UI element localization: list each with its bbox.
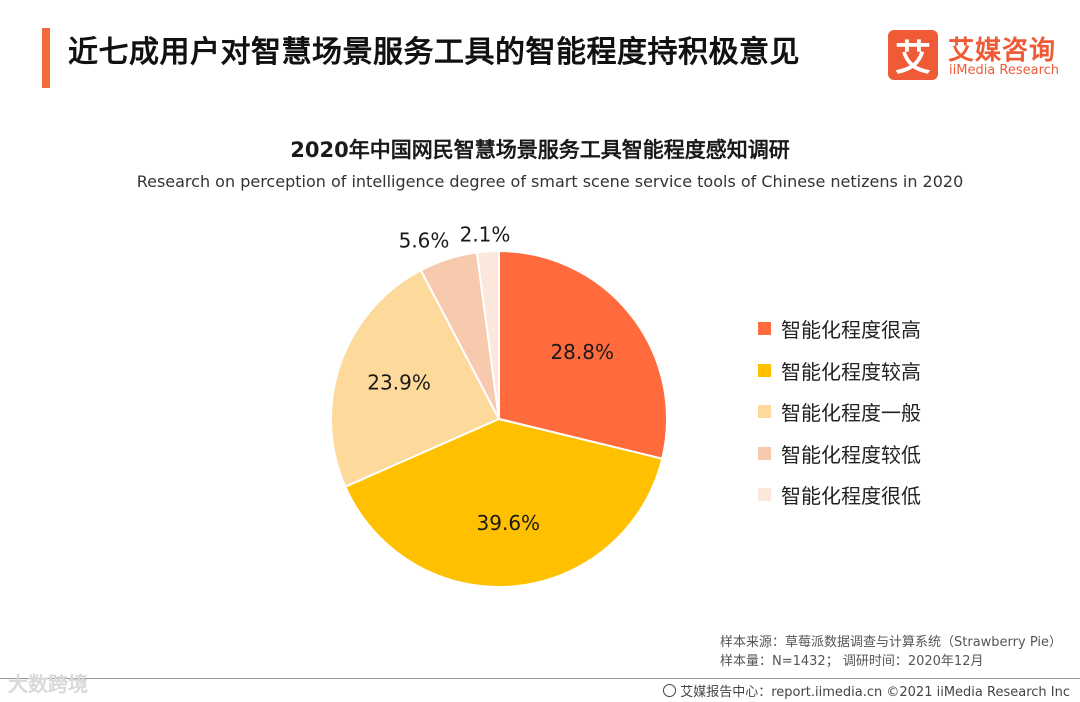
globe-icon <box>663 684 677 697</box>
legend-swatch <box>758 446 771 460</box>
logo-english-name: iiMedia Research <box>949 63 1060 78</box>
legend-item-4: 智能化程度较低 <box>758 433 921 475</box>
legend-label: 智能化程度一般 <box>781 401 921 426</box>
footer: 艾媒报告中心：report.iimedia.cn ©2021 iiMedia R… <box>663 681 1070 700</box>
title-accent-bar <box>42 28 50 88</box>
pie-slice-2 <box>343 417 664 588</box>
legend-label: 智能化程度较高 <box>781 359 921 384</box>
source-line-2: 样本量：N=1432； 调研时间：2020年12月 <box>720 654 984 669</box>
legend-swatch <box>758 322 771 336</box>
chart-subtitle: Research on perception of intelligence d… <box>136 172 964 191</box>
source-note: 样本来源：草莓派数据调查与计算系统（Strawberry Pie） 样本量：N=… <box>720 633 1062 671</box>
iimedia-logo: 艾 艾媒咨询 iiMedia Research <box>888 30 1068 86</box>
legend-item-5: 智能化程度很低 <box>758 474 921 516</box>
slice-label-1: 28.8% <box>550 340 614 364</box>
legend-item-1: 智能化程度很高 <box>758 308 921 350</box>
slice-label-3: 23.9% <box>367 371 431 395</box>
source-line-1: 样本来源：草莓派数据调查与计算系统（Strawberry Pie） <box>720 635 1062 650</box>
legend-label: 智能化程度较低 <box>781 442 921 467</box>
legend-label: 智能化程度很低 <box>781 484 921 509</box>
footer-divider <box>0 678 1080 679</box>
slice-label-4: 5.6% <box>399 229 450 253</box>
legend-swatch <box>758 363 771 377</box>
legend-item-2: 智能化程度较高 <box>758 350 921 392</box>
page-title: 近七成用户对智慧场景服务工具的智能程度持积极意见 <box>68 35 800 70</box>
chart-legend: 智能化程度很高 智能化程度较高 智能化程度一般 智能化程度较低 智能化程度很低 <box>758 308 921 516</box>
pie-slice-3 <box>330 268 501 489</box>
slice-label-5: 2.1% <box>460 223 511 247</box>
legend-swatch <box>758 488 771 502</box>
legend-label: 智能化程度很高 <box>781 318 921 343</box>
logo-mark: 艾 <box>888 30 938 80</box>
pie-slice-1 <box>498 249 668 460</box>
footer-text: 艾媒报告中心：report.iimedia.cn ©2021 iiMedia R… <box>680 685 1070 700</box>
legend-item-3: 智能化程度一般 <box>758 391 921 433</box>
pie-slice-5 <box>475 249 500 420</box>
legend-swatch <box>758 405 771 419</box>
slice-label-2: 39.6% <box>477 511 541 535</box>
watermark: 大数跨境 <box>8 672 88 696</box>
logo-chinese-name: 艾媒咨询 <box>948 36 1057 66</box>
chart-title: 2020年中国网民智慧场景服务工具智能程度感知调研 <box>290 138 790 162</box>
